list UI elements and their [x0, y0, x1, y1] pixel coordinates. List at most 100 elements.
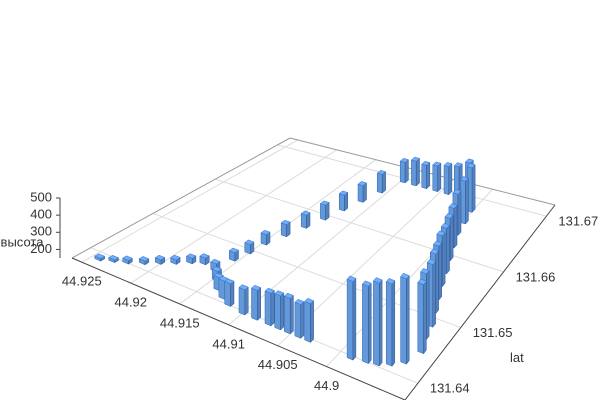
- bar-face: [310, 300, 314, 343]
- bar-face: [457, 190, 462, 236]
- bar-face: [417, 278, 427, 285]
- bar-face: [213, 272, 224, 279]
- bar-face: [400, 272, 410, 280]
- bar-face: [244, 286, 249, 316]
- bar-face: [284, 292, 294, 299]
- bar-face: [453, 204, 458, 249]
- bar-face: [238, 287, 246, 316]
- bar-face: [300, 210, 311, 216]
- bar: [260, 229, 271, 246]
- y-tick-label: 131.65: [473, 325, 513, 340]
- bar-face: [441, 232, 446, 287]
- bar: [224, 278, 235, 307]
- bar-face: [420, 268, 430, 275]
- bar: [280, 219, 291, 238]
- y-tick-label: 131.67: [558, 214, 598, 229]
- x-tick-label: 44.905: [258, 357, 298, 372]
- bar-face: [338, 190, 348, 196]
- bar-face: [444, 213, 454, 219]
- bar: [229, 247, 239, 262]
- bar-face: [270, 290, 275, 327]
- bar: [199, 253, 210, 266]
- bar-face: [406, 275, 410, 365]
- bar-face: [289, 295, 294, 335]
- bar-face: [170, 254, 181, 261]
- bar-face: [381, 171, 386, 194]
- y-tick-label: 131.66: [516, 269, 556, 284]
- bar-face: [280, 292, 285, 331]
- axis-line: [71, 137, 291, 259]
- bar: [264, 287, 275, 327]
- bar: [443, 162, 453, 195]
- bar-face: [466, 163, 476, 169]
- bar: [274, 290, 285, 331]
- bar-face: [238, 284, 249, 291]
- bar-face: [426, 162, 431, 189]
- bar: [300, 210, 311, 229]
- bar-face: [404, 159, 409, 184]
- bar-face: [426, 258, 436, 265]
- bar-face: [320, 203, 326, 221]
- bar: [122, 255, 133, 265]
- bar-face: [443, 162, 453, 167]
- bar-face: [274, 293, 281, 331]
- bar: [304, 298, 314, 343]
- grid-line: [179, 159, 377, 305]
- bar: [362, 280, 372, 364]
- bar-face: [438, 242, 442, 301]
- bar-face: [300, 213, 307, 229]
- bar-face: [432, 260, 436, 328]
- bar-face: [376, 172, 383, 194]
- bar-face: [357, 181, 367, 186]
- bar-face: [155, 254, 166, 261]
- bar-face: [122, 255, 133, 261]
- z-tick-label: 200: [30, 241, 52, 256]
- bar-face: [260, 229, 271, 235]
- bar-face: [417, 282, 424, 354]
- bar-face: [449, 214, 454, 262]
- bar: [186, 253, 197, 265]
- bar-face: [264, 287, 275, 294]
- bar-face: [274, 290, 285, 297]
- bar: [244, 239, 255, 255]
- bar-face: [338, 193, 345, 212]
- bar-face: [421, 163, 427, 189]
- y-tick-label: 131.64: [430, 381, 470, 396]
- bar-face: [448, 163, 453, 195]
- bar: [411, 156, 420, 187]
- bar-face: [411, 159, 417, 187]
- bar-face: [251, 284, 261, 291]
- bar-face: [251, 287, 258, 321]
- bar: [432, 161, 442, 192]
- bar-face: [441, 223, 450, 229]
- bar-face: [325, 202, 330, 221]
- x-tick-label: 44.9: [314, 378, 339, 393]
- bar: [338, 190, 348, 212]
- bar: [460, 176, 469, 225]
- bar-face: [465, 158, 474, 164]
- bar: [94, 253, 105, 262]
- bar: [376, 170, 386, 194]
- bar-face: [368, 282, 372, 364]
- bar-face: [452, 189, 462, 195]
- bar-face: [373, 277, 383, 284]
- bar-face: [373, 280, 380, 367]
- bar-face: [376, 170, 386, 175]
- axis-title: lat: [510, 350, 524, 365]
- z-tick-label: 500: [30, 189, 52, 204]
- x-tick-label: 44.91: [212, 336, 245, 351]
- bar-face: [108, 255, 119, 261]
- z-tick-label: 400: [30, 207, 52, 222]
- bar-face: [430, 248, 439, 255]
- bar-face: [230, 280, 235, 307]
- bar-face: [300, 301, 305, 339]
- bar-face: [244, 239, 255, 245]
- bar-face: [436, 230, 446, 237]
- grid-line: [130, 149, 338, 284]
- bar-face: [435, 250, 439, 314]
- x-tick-label: 44.925: [62, 274, 102, 289]
- bar: [294, 299, 305, 339]
- bar-face: [280, 219, 291, 225]
- bar-face: [211, 266, 222, 272]
